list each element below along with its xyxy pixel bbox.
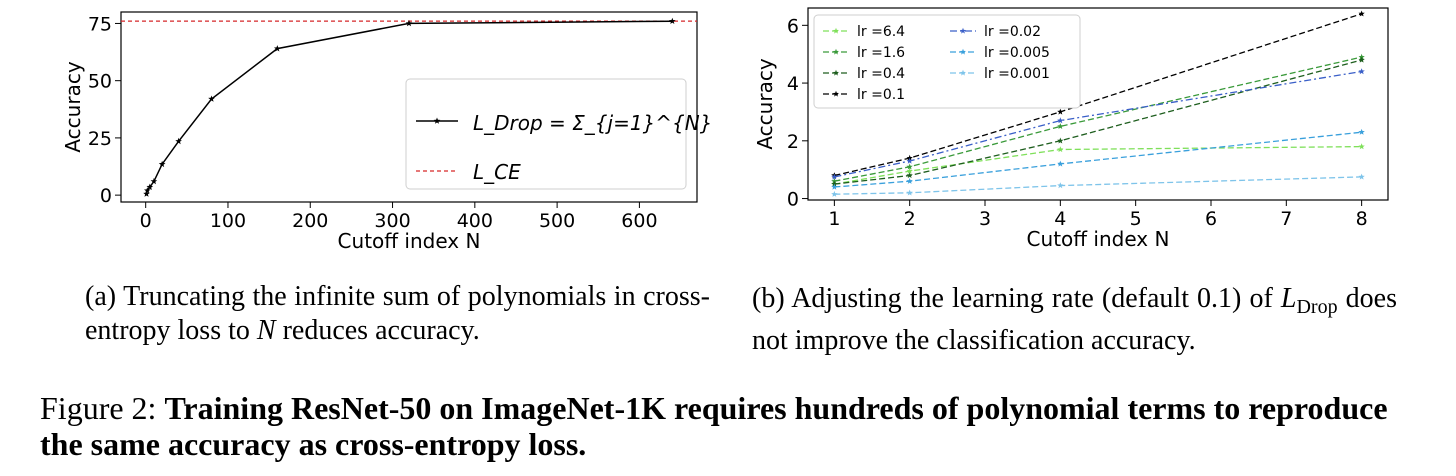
data-point <box>158 160 166 168</box>
data-point <box>906 177 913 184</box>
y-tick-label: 0 <box>100 185 112 207</box>
data-point <box>906 189 913 196</box>
legend-label: lr =0.02 <box>984 24 1041 40</box>
series-line <box>834 145 1362 185</box>
legend-marker-l-drop <box>433 117 441 124</box>
x-tick-label: 2 <box>904 208 916 230</box>
data-point <box>669 17 676 24</box>
data-point <box>405 19 413 27</box>
data-point <box>831 190 838 197</box>
series-line <box>834 59 1362 185</box>
x-tick-label: 600 <box>621 210 657 232</box>
data-point <box>274 45 281 52</box>
legend-label-l-drop: L_Drop = Σ_{j=1}^{N} (1/j)(1 − P_t)^j <box>473 111 720 135</box>
series-line <box>834 13 1362 177</box>
data-point <box>1057 117 1064 124</box>
series-line <box>834 131 1362 188</box>
data-point <box>906 167 913 174</box>
data-point <box>208 95 215 102</box>
legend-label: lr =6.4 <box>857 24 905 40</box>
data-point <box>831 173 838 180</box>
x-tick-label: 200 <box>292 210 328 232</box>
legend-marker <box>833 27 839 34</box>
legend-marker <box>833 69 839 76</box>
plot-frame <box>807 7 1389 201</box>
legend-label: lr =0.005 <box>984 45 1050 61</box>
subfigure-b-caption: (b) Adjusting the learning rate (default… <box>752 283 1397 356</box>
legend-label: lr =1.6 <box>857 45 905 61</box>
legend-label: lr =0.001 <box>984 66 1050 82</box>
legend-label: lr =0.4 <box>857 66 905 82</box>
x-tick-label: 100 <box>210 210 246 232</box>
x-tick-label: 6 <box>1205 208 1217 230</box>
data-point <box>150 177 158 185</box>
legend-label-l-ce: L_CE <box>473 160 521 184</box>
data-point <box>906 157 913 164</box>
data-point <box>1057 108 1064 115</box>
legend-marker <box>960 48 966 55</box>
figure-caption: Figure 2: Training ResNet-50 on ImageNet… <box>40 390 1388 462</box>
y-tick-label: 6 <box>787 15 799 37</box>
series-line <box>834 176 1362 195</box>
x-tick-label: 4 <box>1054 208 1066 230</box>
data-point <box>1057 123 1064 129</box>
x-axis-label: Cutoff index N <box>1027 227 1170 251</box>
y-tick-label: 50 <box>88 71 112 93</box>
x-tick-label: 3 <box>979 208 991 230</box>
x-tick-label: 7 <box>1280 208 1292 230</box>
data-point <box>1057 146 1064 153</box>
subfigure-a-caption: (a) Truncating the infinite sum of polyn… <box>85 281 710 346</box>
y-tick-label: 0 <box>787 189 799 211</box>
chart-b-learning-rate: 1 2 3 4 5 6 7 8 0 2 4 6 Cutoff index N Accuracy lr =6.… <box>753 7 1389 251</box>
data-point <box>1358 68 1365 75</box>
data-point <box>831 180 838 187</box>
series-line <box>834 70 1362 178</box>
x-tick-label: 500 <box>539 210 575 232</box>
data-point <box>1057 160 1064 167</box>
x-tick-label: 300 <box>374 210 410 232</box>
legend-label: lr =0.1 <box>857 87 905 103</box>
data-point <box>906 163 913 170</box>
x-tick-label: 0 <box>140 210 152 232</box>
data-point <box>831 177 838 184</box>
legend-box <box>813 14 1081 109</box>
data-point <box>143 190 150 197</box>
x-axis-label: Cutoff index N <box>338 229 481 253</box>
y-tick-label: 75 <box>88 13 112 35</box>
data-point <box>1057 182 1064 189</box>
x-tick-label: 8 <box>1356 208 1368 230</box>
series-line <box>834 56 1362 182</box>
legend-marker <box>833 48 839 55</box>
y-tick-label: 4 <box>787 73 799 95</box>
y-tick-label: 2 <box>787 131 799 153</box>
legend: L_Drop = Σ_{j=1}^{N} (1/j)(1 − P_t)^j L_C… <box>405 78 720 190</box>
legend-marker <box>833 90 839 97</box>
data-point <box>1358 53 1365 60</box>
data-point <box>1358 10 1365 17</box>
plot-frame <box>120 11 698 203</box>
data-point <box>831 183 838 190</box>
x-tick-label: 5 <box>1130 208 1142 230</box>
data-point <box>1358 143 1365 150</box>
x-tick-label: 1 <box>828 208 840 230</box>
y-axis-label: Accuracy <box>753 58 777 149</box>
legend-box <box>405 78 687 190</box>
data-point <box>906 172 913 179</box>
data-point <box>1358 128 1365 135</box>
data-point <box>1358 173 1365 180</box>
chart-a-truncation: 0 100 200 300 400 500 600 0 25 50 75 Cutoff index N… <box>61 11 720 253</box>
y-tick-label: 25 <box>88 128 112 150</box>
data-point <box>1057 137 1064 144</box>
data-point <box>175 137 182 145</box>
legend-marker <box>960 69 966 76</box>
x-tick-label: 400 <box>457 210 493 232</box>
data-point <box>144 187 151 194</box>
y-axis-label: Accuracy <box>61 61 85 152</box>
legend: lr =6.4 lr =1.6 lr =0.4 lr =0.1 lr =0.02 lr =… <box>813 14 1081 109</box>
legend-marker <box>960 27 966 34</box>
data-point <box>146 183 154 190</box>
data-point <box>906 154 913 161</box>
data-point <box>1358 56 1365 63</box>
